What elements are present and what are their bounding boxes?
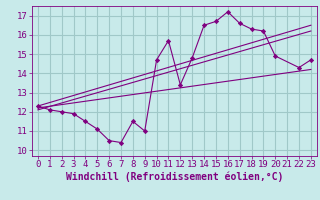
X-axis label: Windchill (Refroidissement éolien,°C): Windchill (Refroidissement éolien,°C)	[66, 172, 283, 182]
